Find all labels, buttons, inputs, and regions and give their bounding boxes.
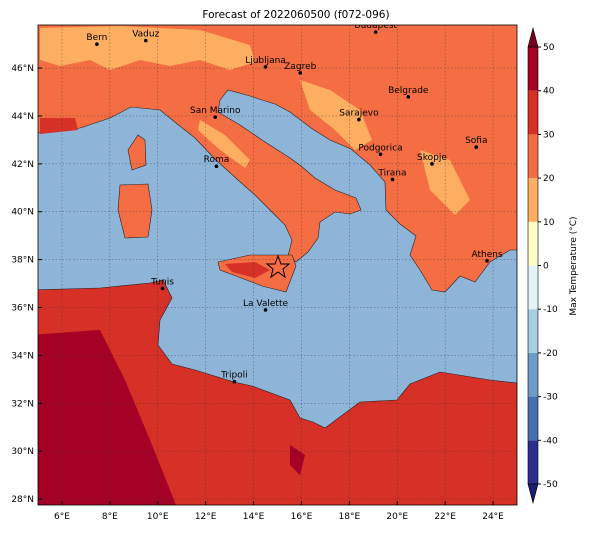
colorbar-label: Max Temperature (°C) (569, 216, 579, 315)
colorbar-tick-label: 10 (543, 218, 555, 228)
colorbar-band (528, 90, 538, 135)
lon-tick-label: 12°E (195, 512, 217, 522)
city-dot (213, 115, 218, 119)
city-label: Tirana (377, 168, 406, 178)
lat-tick-label: 30°N (11, 447, 34, 457)
colorbar-band (528, 396, 538, 441)
lat-tick-label: 40°N (11, 208, 34, 218)
star-marker (265, 254, 291, 279)
lat-tick-label: 46°N (11, 64, 34, 74)
city-label: Tunis (150, 277, 174, 287)
map-frame (37, 24, 518, 506)
lat-tick-label: 32°N (11, 399, 34, 409)
lat-tick-label: 38°N (11, 256, 34, 266)
lon-tick-label: 18°E (339, 512, 361, 522)
colorbar-tick-label: -10 (543, 305, 558, 315)
city-dot (263, 308, 268, 312)
city-dot (485, 259, 489, 263)
city-dot (263, 65, 268, 69)
colorbar-tick-label: -50 (543, 480, 558, 490)
apennine-cool (198, 120, 250, 168)
city-label: Vaduz (132, 30, 159, 40)
lat-tick-label: 34°N (11, 351, 34, 361)
lon-tick-label: 22°E (434, 512, 456, 522)
city-label: Athens (471, 250, 502, 260)
colorbar-band (528, 265, 538, 310)
colorbar-tick-label: 40 (543, 87, 555, 97)
city-dot (390, 177, 395, 182)
lon-tick-label: 14°E (243, 512, 265, 522)
city-label: San Marino (190, 106, 241, 116)
sicily-hot (225, 262, 270, 278)
city-label: Zagreb (284, 62, 316, 72)
city-dot (373, 30, 378, 34)
colorbar-band (528, 309, 538, 353)
balkan-cool (300, 80, 372, 150)
corsica (127, 134, 147, 171)
colorbar-over (527, 26, 539, 48)
colorbar-under (527, 483, 539, 505)
city-dot (95, 42, 99, 46)
sahara-hot (38, 330, 176, 505)
city-label: Budapest (354, 21, 397, 31)
city-dot (378, 152, 383, 157)
city-label: Ljubljana (245, 56, 286, 66)
city-label: Sofia (465, 136, 487, 146)
axes: 6°E 8°E 10°E 12°E 14°E 16°E 18°E 20°E 22°E 24°E 28… (11, 64, 504, 522)
city-label: Tripoli (220, 371, 248, 381)
sardinia (117, 183, 153, 239)
title: Forecast of 2022060500 (f072-096) (202, 9, 389, 21)
city-dot (214, 164, 219, 169)
colorbar-tick-label: 0 (543, 262, 549, 272)
city-dot (143, 38, 148, 43)
lon-tick-label: 16°E (291, 512, 313, 522)
city-dot (357, 117, 361, 122)
colorbar-band (528, 134, 538, 179)
lat-tick-label: 44°N (11, 112, 34, 122)
city-label: Roma (204, 155, 230, 165)
colorbar-tick-label: -40 (543, 436, 558, 446)
colorbar: -50 -40 -30 -20 -10 0 10 20 30 40 50 (527, 26, 558, 505)
colorbar-tick-label: 50 (543, 43, 555, 53)
colorbar-band (528, 352, 538, 397)
lon-tick-label: 24°E (482, 512, 504, 522)
colorbar-tick-label: 20 (543, 174, 555, 184)
lon-tick-label: 8°E (102, 512, 118, 522)
city-label: La Valette (243, 299, 288, 309)
city-label: Skopje (417, 153, 447, 163)
lat-tick-label: 36°N (11, 303, 34, 313)
city-dot (406, 95, 411, 99)
city-label: Sarajevo (339, 109, 379, 119)
colorbar-band (528, 47, 538, 91)
lon-tick-label: 10°E (147, 512, 169, 522)
hot-patch (40, 118, 78, 134)
city-dot (430, 162, 434, 166)
colorbar-tick-label: -30 (543, 393, 558, 403)
city-label: Belgrade (388, 86, 429, 96)
city-label: Podgorica (358, 143, 402, 153)
colorbar-band (528, 440, 538, 484)
lat-tick-label: 42°N (11, 160, 34, 170)
lat-tick-label: 28°N (11, 495, 34, 505)
colorbar-band (528, 221, 538, 266)
colorbar-band (528, 178, 538, 222)
lon-tick-label: 6°E (54, 512, 70, 522)
city-dot (160, 286, 165, 291)
city-dot (474, 145, 479, 149)
city-dot (232, 379, 237, 384)
colorbar-tick-label: 30 (543, 130, 555, 140)
lon-tick-label: 20°E (386, 512, 408, 522)
colorbar-tick-label: -20 (543, 349, 558, 359)
city-label: Bern (86, 33, 107, 43)
city-dot (298, 71, 303, 75)
alps-cool (40, 26, 255, 70)
grid (38, 25, 517, 505)
